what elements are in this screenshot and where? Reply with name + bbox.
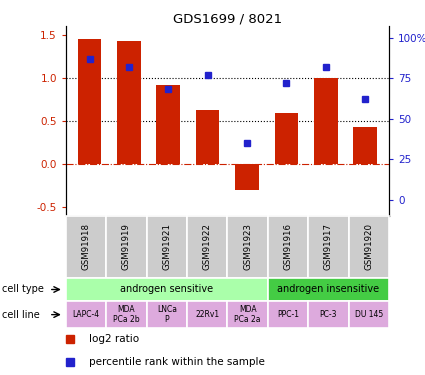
Text: GSM91921: GSM91921 (162, 224, 171, 270)
Bar (235, 164, 259, 190)
Text: GSM91920: GSM91920 (364, 224, 373, 270)
Title: GDS1699 / 8021: GDS1699 / 8021 (173, 12, 282, 25)
Bar (314, 78, 338, 164)
Text: PC-3: PC-3 (320, 310, 337, 319)
Text: MDA
PCa 2b: MDA PCa 2b (113, 305, 140, 324)
Text: DU 145: DU 145 (354, 310, 383, 319)
Text: cell line: cell line (2, 310, 40, 320)
Bar (156, 85, 180, 164)
Text: LNCa
P: LNCa P (157, 305, 177, 324)
Text: GSM91922: GSM91922 (203, 224, 212, 270)
Text: MDA
PCa 2a: MDA PCa 2a (234, 305, 261, 324)
Bar (354, 127, 377, 164)
Text: log2 ratio: log2 ratio (89, 334, 139, 344)
Text: LAPC-4: LAPC-4 (73, 310, 99, 319)
Bar (78, 39, 101, 164)
Bar (117, 41, 141, 164)
Text: GSM91919: GSM91919 (122, 224, 131, 270)
Text: PPC-1: PPC-1 (277, 310, 299, 319)
Text: androgen sensitive: androgen sensitive (120, 285, 213, 294)
Text: GSM91917: GSM91917 (324, 224, 333, 270)
Bar (196, 110, 219, 164)
Text: cell type: cell type (2, 285, 44, 294)
Text: GSM91916: GSM91916 (283, 224, 292, 270)
Text: GSM91923: GSM91923 (243, 224, 252, 270)
Text: androgen insensitive: androgen insensitive (277, 285, 380, 294)
Text: percentile rank within the sample: percentile rank within the sample (89, 357, 265, 367)
Text: 22Rv1: 22Rv1 (195, 310, 219, 319)
Text: GSM91918: GSM91918 (82, 224, 91, 270)
Bar (275, 112, 298, 164)
